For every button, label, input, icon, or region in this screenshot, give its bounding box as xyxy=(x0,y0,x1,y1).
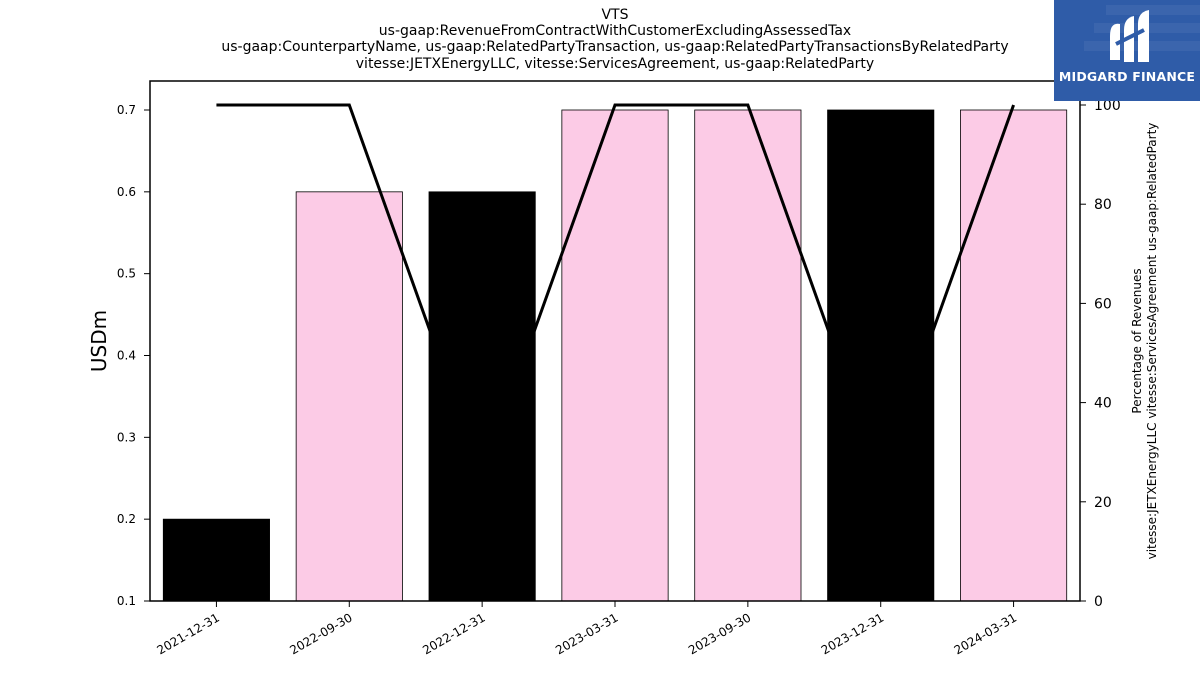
y-axis-label: USDm xyxy=(87,310,111,372)
line-series xyxy=(216,103,1015,482)
chart-title-line-1: VTS xyxy=(601,7,629,23)
bar-2023-03-31 xyxy=(561,109,669,602)
x-tick-label: 2023-03-31 xyxy=(553,610,620,657)
y-right-tick-label: 40 xyxy=(1094,396,1112,412)
y-tick-label: 0.6 xyxy=(117,185,136,199)
chart-title-line-2: us-gaap:RevenueFromContractWithCustomerE… xyxy=(378,23,852,39)
bar-2024-03-31 xyxy=(960,109,1068,602)
y-tick-label: 0.5 xyxy=(117,267,136,281)
y-right-tick-label: 80 xyxy=(1094,197,1112,213)
bar-2021-12-31 xyxy=(162,518,270,602)
x-tick-label: 2023-12-31 xyxy=(819,610,886,657)
y-right-tick-label: 20 xyxy=(1094,495,1112,511)
y-tick-label: 0.4 xyxy=(117,349,136,363)
x-tick-label: 2024-03-31 xyxy=(952,610,1019,657)
y-tick-label: 0.1 xyxy=(117,594,136,608)
y-axis-left: 0.1 0.2 0.3 0.4 0.5 0.6 0.7 xyxy=(117,103,150,608)
x-tick-label: 2022-09-30 xyxy=(287,610,354,657)
y-tick-label: 0.7 xyxy=(117,103,136,117)
bar-series xyxy=(162,109,1068,602)
y-axis-right: 0 20 40 60 80 100 xyxy=(1080,98,1121,610)
y-tick-label: 0.3 xyxy=(117,430,136,444)
percentage-line xyxy=(216,103,1015,482)
y-tick-label: 0.2 xyxy=(117,512,136,526)
logo-text: MIDGARD FINANCE xyxy=(1058,69,1196,84)
x-axis: 2021-12-31 2022-09-30 2022-12-31 2023-03-31… xyxy=(155,601,1019,657)
bar-2022-09-30 xyxy=(295,191,403,602)
y-right-tick-label: 60 xyxy=(1094,296,1112,312)
right-axis-label-line-1: Percentage of Revenues xyxy=(1130,268,1144,413)
bar-2022-12-31 xyxy=(428,191,536,602)
x-tick-label: 2021-12-31 xyxy=(155,610,222,657)
y-right-tick-label: 0 xyxy=(1094,594,1103,610)
right-axis-label-line-2: vitesse:JETXEnergyLLC vitesse:ServicesAg… xyxy=(1145,123,1159,560)
x-tick-label: 2022-12-31 xyxy=(420,610,487,657)
midgard-finance-logo: MIDGARD FINANCE xyxy=(1054,0,1200,101)
bar-2023-12-31 xyxy=(827,109,935,602)
x-tick-label: 2023-09-30 xyxy=(686,610,753,657)
chart-title-line-3: us-gaap:CounterpartyName, us-gaap:Relate… xyxy=(221,39,1009,55)
bar-2023-09-30 xyxy=(694,109,802,602)
chart-title-line-4: vitesse:JETXEnergyLLC, vitesse:ServicesA… xyxy=(355,56,875,72)
y-right-tick-label: 100 xyxy=(1094,98,1121,114)
logo-mark-icon xyxy=(1084,5,1200,62)
